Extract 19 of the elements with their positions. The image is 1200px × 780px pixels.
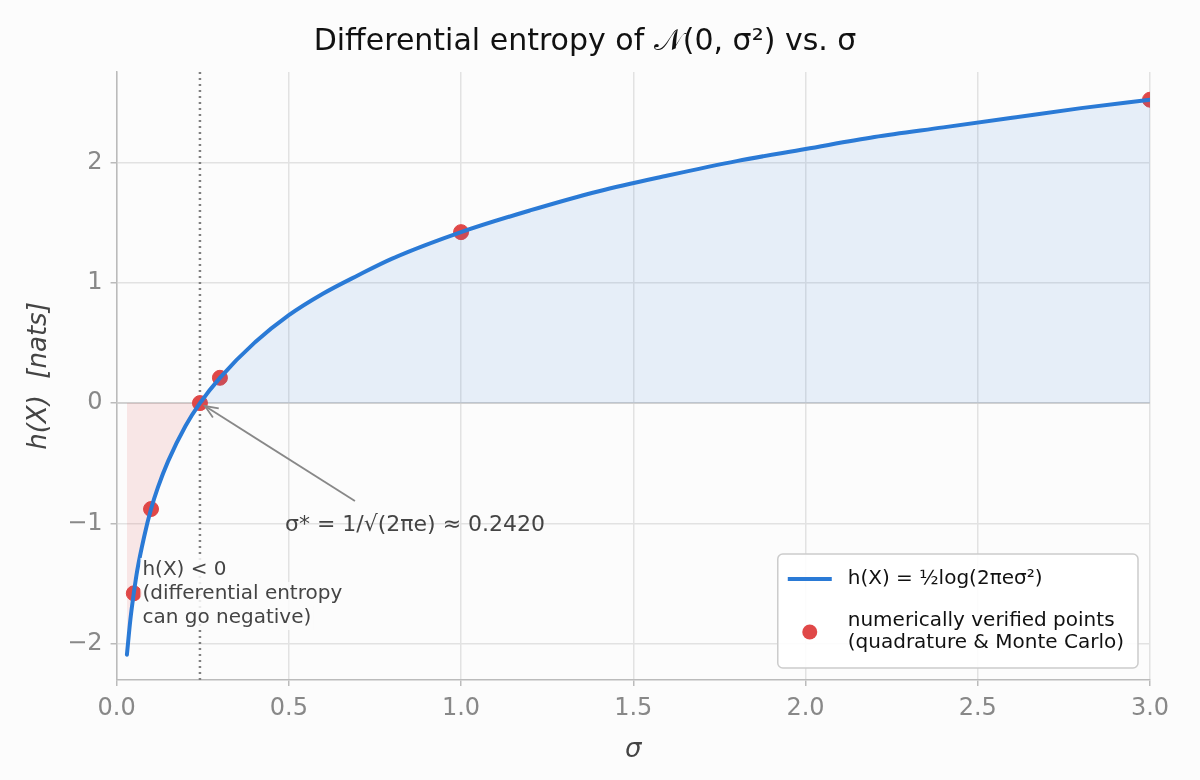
annotation: h(X) < 0 (differential entropy can go negative) <box>142 556 343 629</box>
y-tick-label: −1 <box>67 507 103 536</box>
legend-label: numerically verified points (quadrature & Monte Carlo) <box>847 607 1124 654</box>
legend-label: h(X) = ½log(2πeσ²) <box>847 565 1043 590</box>
x-axis-title: σ <box>625 733 644 764</box>
x-tick-label: 2.5 <box>958 692 997 721</box>
x-tick-label: 1.0 <box>441 692 481 721</box>
x-tick-label: 3.0 <box>1130 692 1170 721</box>
y-tick-label: −2 <box>67 628 103 657</box>
x-tick-label: 2.0 <box>786 692 825 721</box>
y-tick-label: 1 <box>87 266 103 295</box>
y-tick-label: 2 <box>87 146 103 175</box>
annotation: σ* = 1/√(2πe) ≈ 0.2420 <box>284 510 546 536</box>
x-tick-label: 0.5 <box>269 692 308 721</box>
x-tick-label: 1.5 <box>614 692 653 721</box>
x-tick-label: 0.0 <box>97 692 136 721</box>
y-tick-label: 0 <box>87 387 103 416</box>
y-axis-title: h(X) [nats] <box>22 302 53 450</box>
chart-title: Differential entropy of 𝒩(0, σ²) vs. σ <box>313 21 857 57</box>
